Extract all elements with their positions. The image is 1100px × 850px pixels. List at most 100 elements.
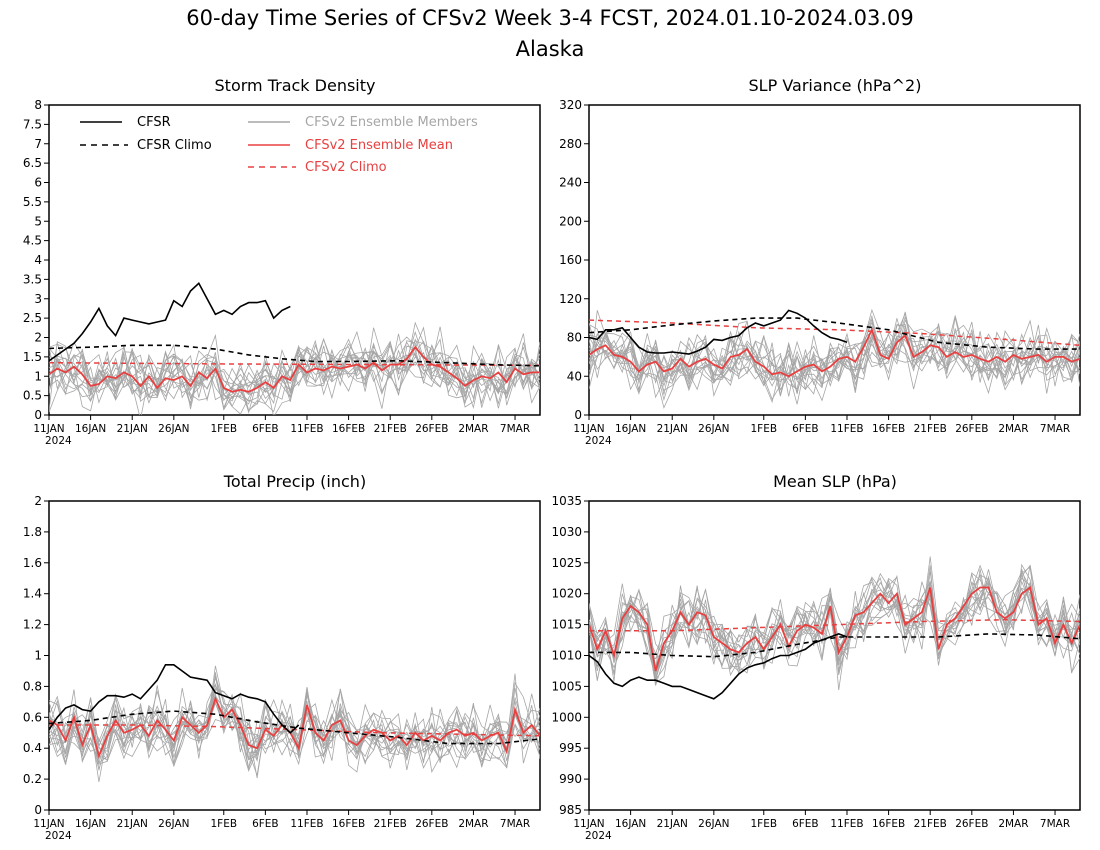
series-ensemble-member (589, 570, 1080, 673)
x-tick-label: 11JAN (573, 818, 604, 830)
y-tick-label: 1015 (551, 618, 582, 632)
plot-series (589, 556, 1080, 700)
y-tick-label: 990 (559, 772, 582, 786)
panel-title-mean-slp: Mean SLP (hPa) (773, 472, 897, 491)
x-tick-label: 1FEB (210, 818, 237, 830)
series-cfsv2-climo (49, 724, 540, 737)
plot-frame (48, 500, 541, 811)
y-tick-label: 7 (34, 137, 42, 151)
x-tick-label: 7MAR (1040, 423, 1070, 435)
x-tick-label: 2MAR (998, 818, 1028, 830)
y-tick-label: 160 (559, 253, 582, 267)
y-tick-label: 1010 (551, 649, 582, 663)
y-tick-label: 6 (34, 176, 42, 190)
x-tick-label: 7MAR (500, 818, 530, 830)
series-ensemble-member (589, 324, 1080, 391)
series-ensemble-member (589, 312, 1080, 401)
x-tick-label: 26FEB (955, 423, 988, 435)
x-tick-label: 26JAN (698, 818, 729, 830)
x-tick-label: 26JAN (698, 423, 729, 435)
x-tick-label: 11FEB (290, 423, 323, 435)
x-tick-label: 21JAN (117, 818, 148, 830)
x-tick-label: 21FEB (914, 423, 947, 435)
x-tick-label: 16FEB (332, 818, 365, 830)
y-tick-label: 2.5 (23, 311, 42, 325)
y-tick-label: 4.5 (23, 234, 42, 248)
x-tick-label: 16FEB (872, 423, 905, 435)
y-tick-label: 1005 (551, 679, 582, 693)
x-tick-label: 1FEB (210, 423, 237, 435)
y-tick-label: 80 (567, 331, 582, 345)
x-tick-label: 6FEB (792, 818, 819, 830)
series-ensemble-member (589, 308, 1080, 404)
x-tick-label: 11JAN (33, 818, 64, 830)
x-tick-label: 21JAN (657, 423, 688, 435)
series-ensemble-member (49, 688, 540, 765)
y-tick-label: 2 (34, 331, 42, 345)
y-tick-label: 1.4 (23, 587, 42, 601)
x-tick-label: 16FEB (332, 423, 365, 435)
y-tick-label: 0 (34, 803, 42, 817)
y-tick-label: 280 (559, 137, 582, 151)
y-tick-label: 1035 (551, 494, 582, 508)
series-cfsr (49, 282, 291, 362)
y-tick-label: 3 (34, 292, 42, 306)
x-tick-label: 6FEB (252, 818, 279, 830)
series-cfsv2-climo (49, 361, 540, 367)
y-tick-label: 320 (559, 98, 582, 112)
y-tick-label: 1 (34, 369, 42, 383)
panel-title-storm-track: Storm Track Density (215, 76, 376, 95)
y-tick-label: 1030 (551, 525, 582, 539)
y-tick-label: 40 (567, 369, 582, 383)
y-tick-label: 0.6 (23, 710, 42, 724)
y-tick-label: 1.2 (23, 618, 42, 632)
series-ensemble-member (49, 336, 540, 405)
series-cfsr-climo (49, 710, 540, 745)
x-tick-label: 1FEB (750, 423, 777, 435)
x-tick-label: 21FEB (374, 818, 407, 830)
panel-title-slp-variance: SLP Variance (hPa^2) (749, 76, 922, 95)
y-tick-label: 1025 (551, 556, 582, 570)
y-tick-label: 5 (34, 214, 42, 228)
x-year-label: 2024 (585, 435, 612, 447)
y-tick-label: 0.5 (23, 389, 42, 403)
x-tick-label: 21JAN (117, 423, 148, 435)
x-tick-label: 16JAN (615, 423, 646, 435)
series-cfsr-climo (49, 344, 540, 367)
x-tick-label: 7MAR (500, 423, 530, 435)
y-tick-label: 1.8 (23, 525, 42, 539)
x-tick-label: 26JAN (158, 818, 189, 830)
y-tick-label: 1020 (551, 587, 582, 601)
legend: CFSR CFSR Climo CFSv2 Ensemble Members C… (80, 115, 478, 175)
x-tick-label: 2MAR (458, 423, 488, 435)
plot-series (589, 308, 1080, 409)
y-tick-label: 0.8 (23, 679, 42, 693)
y-tick-label: 120 (559, 292, 582, 306)
x-tick-label: 6FEB (252, 423, 279, 435)
y-tick-label: 995 (559, 741, 582, 755)
figure-subtitle: Alaska (516, 37, 585, 61)
panel-title-total-precip: Total Precip (inch) (223, 472, 366, 491)
series-ensemble-member (49, 333, 540, 399)
x-tick-label: 21FEB (914, 818, 947, 830)
series-ensemble-member (589, 572, 1080, 679)
y-tick-label: 0 (574, 408, 582, 422)
y-tick-label: 5.5 (23, 195, 42, 209)
legend-label-ens-mean: CFSv2 Ensemble Mean (305, 138, 453, 153)
series-ensemble-member (589, 572, 1080, 682)
legend-label-members: CFSv2 Ensemble Members (305, 115, 478, 130)
x-year-label: 2024 (45, 435, 72, 447)
series-ensemble-member (49, 672, 540, 769)
x-tick-label: 1FEB (750, 818, 777, 830)
series-ensemble-mean (589, 327, 1080, 378)
x-tick-label: 26FEB (415, 818, 448, 830)
x-tick-label: 11FEB (830, 423, 863, 435)
x-tick-label: 16JAN (75, 423, 106, 435)
series-cfsr (589, 633, 848, 700)
y-tick-label: 1.6 (23, 556, 42, 570)
series-cfsv2-climo (589, 319, 1080, 347)
x-tick-label: 6FEB (792, 423, 819, 435)
series-ensemble-member (589, 565, 1080, 681)
x-tick-label: 16JAN (615, 818, 646, 830)
x-tick-label: 11JAN (33, 423, 64, 435)
